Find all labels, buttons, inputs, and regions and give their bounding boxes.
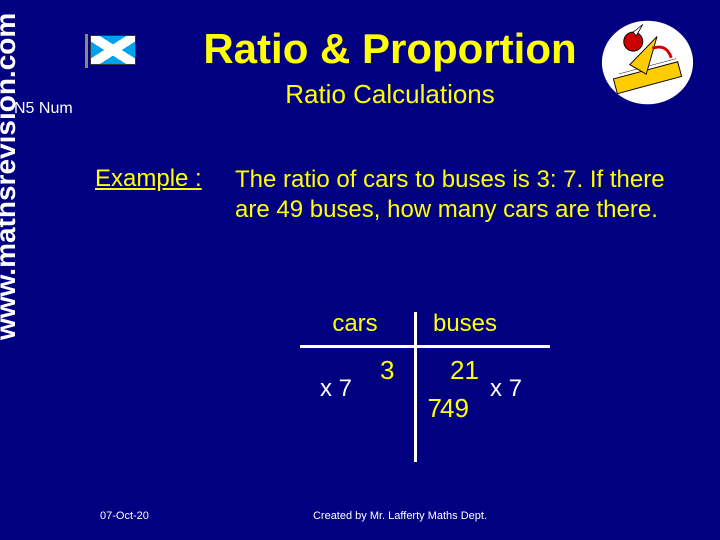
table-divider-vertical [414,312,417,462]
level-badge: N5 Num [14,100,73,118]
example-label: Example : [95,165,202,193]
table-divider-horizontal [300,345,550,348]
multiplier-right: x 7 [490,375,522,403]
slide-credit: Created by Mr. Lafferty Maths Dept. [0,510,720,522]
col-header-cars: cars [310,310,400,338]
flag-icon [90,35,136,65]
col-header-buses: buses [420,310,510,338]
cell-buses-ratio: 21 [450,355,479,386]
sidebar-url: www.mathsrevision.com [0,13,22,340]
ratio-table: cars buses [310,310,560,338]
cell-buses-value: 49 [440,393,469,424]
example-text: The ratio of cars to buses is 3: 7. If t… [235,165,685,225]
math-tools-icon [595,15,700,110]
cell-cars-ratio: 3 [380,355,394,386]
multiplier-left: x 7 [320,375,352,403]
